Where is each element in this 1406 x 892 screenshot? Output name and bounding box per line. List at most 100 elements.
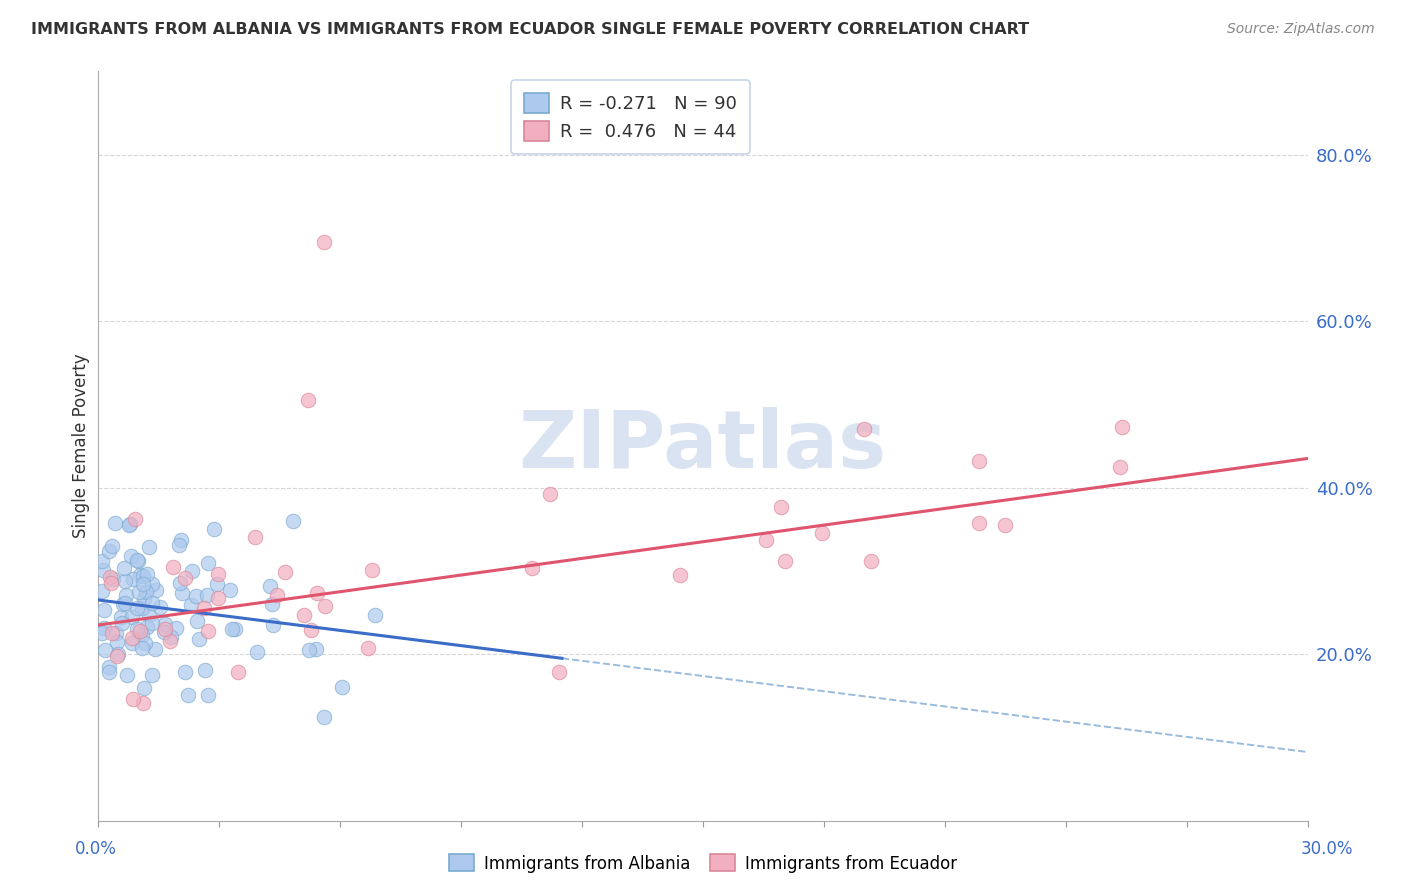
Point (114, 588, 136, 602)
Point (93, 602, 115, 616)
Point (115, 668, 138, 682)
Point (128, 585, 150, 599)
Point (134, 585, 156, 599)
Point (246, 644, 269, 658)
Point (165, 621, 187, 635)
Point (141, 616, 163, 631)
Point (149, 599, 172, 614)
Point (107, 648, 129, 663)
Point (114, 596, 136, 610)
Point (141, 668, 163, 682)
Point (297, 393, 319, 408)
Point (305, 586, 328, 600)
Point (98, 570, 121, 584)
Point (91, 626, 114, 640)
Point (1111, 419, 1133, 434)
Point (1109, 460, 1132, 475)
Point (292, 608, 315, 623)
Point (859, 554, 882, 568)
Point (193, 601, 215, 615)
Point (127, 553, 149, 567)
Point (314, 710, 336, 724)
Point (262, 618, 284, 632)
Point (281, 514, 304, 528)
Point (364, 608, 387, 623)
Point (107, 635, 129, 649)
Point (121, 691, 143, 706)
Point (131, 628, 153, 642)
Point (131, 640, 153, 655)
Point (138, 608, 160, 623)
Point (121, 636, 143, 650)
Point (101, 626, 124, 640)
Point (104, 516, 127, 531)
Point (357, 641, 380, 656)
Point (360, 563, 382, 577)
Point (167, 538, 190, 552)
Point (104, 626, 127, 640)
Point (173, 665, 195, 679)
Point (538, 487, 561, 501)
Point (100, 576, 122, 591)
Point (195, 588, 218, 602)
Point (91, 554, 114, 568)
Point (994, 518, 1017, 533)
Text: ZIPatlas: ZIPatlas (519, 407, 887, 485)
Point (226, 665, 249, 679)
Point (224, 623, 246, 637)
Point (152, 625, 174, 640)
Point (114, 574, 136, 588)
Point (769, 500, 792, 515)
Point (186, 589, 208, 603)
Point (314, 235, 336, 249)
Point (132, 696, 155, 710)
Point (755, 533, 778, 547)
Point (94, 643, 117, 657)
Point (128, 624, 150, 638)
Point (136, 620, 159, 634)
Point (207, 591, 229, 605)
Point (775, 553, 797, 567)
Point (124, 511, 146, 525)
Point (298, 642, 321, 657)
Point (122, 572, 145, 586)
Point (112, 597, 135, 611)
Point (134, 591, 156, 606)
Point (170, 533, 193, 548)
Point (125, 601, 148, 615)
Point (121, 610, 143, 624)
Point (159, 634, 181, 648)
Point (259, 578, 281, 592)
Point (243, 530, 266, 544)
Point (97, 665, 120, 679)
Point (112, 561, 135, 575)
Point (132, 681, 155, 695)
Point (91, 583, 114, 598)
Point (548, 665, 571, 679)
Point (141, 577, 163, 591)
Point (145, 582, 167, 597)
Point (111, 615, 134, 630)
Point (219, 583, 242, 598)
Point (811, 525, 834, 540)
Legend: R = -0.271   N = 90, R =  0.476   N = 44: R = -0.271 N = 90, R = 0.476 N = 44 (512, 80, 749, 153)
Point (174, 571, 197, 585)
Point (141, 596, 163, 610)
Point (127, 622, 149, 636)
Point (160, 630, 183, 644)
Point (132, 569, 155, 583)
Point (135, 567, 157, 582)
Point (197, 688, 219, 702)
Text: 30.0%: 30.0% (1301, 840, 1354, 858)
Point (162, 560, 184, 574)
Point (177, 688, 200, 702)
Point (93, 621, 115, 635)
Point (207, 566, 229, 581)
Point (330, 680, 353, 694)
Point (97, 660, 120, 674)
Point (305, 641, 328, 656)
Point (127, 554, 149, 568)
Point (132, 576, 155, 591)
Point (853, 422, 876, 436)
Point (143, 642, 166, 657)
